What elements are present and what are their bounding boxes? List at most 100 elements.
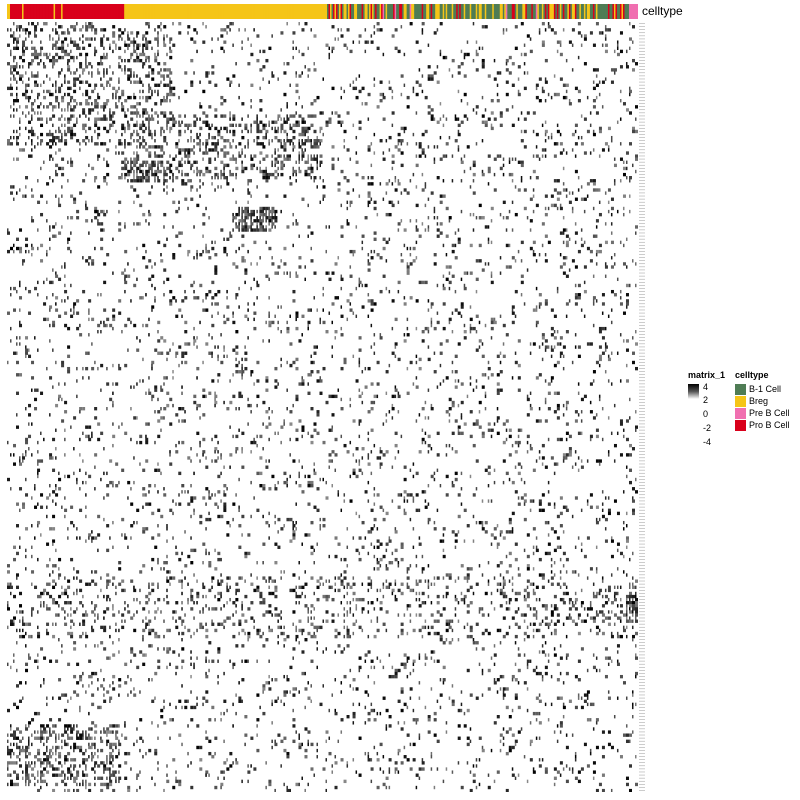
heatmap-cell	[562, 505, 566, 509]
heatmap-cell	[481, 120, 485, 124]
heatmap-cell	[625, 265, 628, 269]
annotation-cell	[203, 4, 206, 19]
heatmap-cell	[19, 132, 21, 137]
heatmap-cell	[112, 120, 116, 124]
heatmap-cell	[442, 55, 446, 60]
heatmap-cell	[85, 65, 89, 69]
heatmap-cell	[391, 465, 394, 469]
heatmap-cell	[304, 172, 308, 177]
heatmap-cell	[28, 62, 32, 66]
annotation-cell	[561, 4, 564, 19]
heatmap-cell	[379, 182, 382, 186]
heatmap-cell	[514, 351, 517, 355]
heatmap-cell	[136, 123, 138, 128]
annotation-cell	[254, 4, 257, 19]
heatmap-cell	[322, 366, 326, 371]
annotation-cell	[41, 4, 44, 19]
annotation-cell	[35, 4, 38, 19]
annotation-cell	[85, 4, 88, 19]
heatmap-cell	[136, 416, 138, 420]
heatmap-cell	[172, 376, 174, 380]
heatmap-cell	[133, 520, 135, 525]
heatmap-cell	[538, 373, 542, 377]
heatmap-cell	[145, 31, 149, 35]
annotation-cell	[465, 4, 468, 19]
heatmap-cell	[517, 471, 521, 476]
heatmap-cell	[337, 114, 341, 118]
heatmap-cell	[448, 280, 452, 285]
heatmap-cell	[178, 114, 182, 118]
heatmap-cell	[397, 49, 401, 54]
heatmap-cell	[481, 95, 484, 100]
heatmap-cell	[310, 259, 314, 263]
heatmap-cell	[175, 120, 177, 124]
heatmap-cell	[142, 256, 146, 260]
heatmap-cell	[601, 490, 604, 494]
heatmap-cell	[193, 508, 195, 513]
annotation-cell	[310, 4, 313, 19]
heatmap-cell	[154, 176, 156, 180]
heatmap-cell	[55, 172, 59, 177]
heatmap-cell	[433, 145, 436, 149]
annotation-cell	[601, 4, 604, 19]
heatmap-cell	[115, 102, 117, 106]
heatmap-cell	[460, 416, 463, 420]
heatmap-cell	[484, 407, 487, 411]
heatmap-cell	[61, 95, 65, 100]
heatmap-cell	[19, 342, 21, 346]
heatmap-cell	[37, 95, 39, 100]
heatmap-cell	[145, 58, 147, 63]
heatmap-cell	[118, 80, 120, 84]
heatmap-cell	[100, 237, 104, 241]
heatmap-cell	[133, 416, 137, 420]
heatmap-cell	[250, 514, 252, 519]
annotation-cell	[125, 4, 128, 19]
heatmap-cell	[487, 465, 491, 469]
heatmap-cell	[478, 400, 482, 405]
heatmap-cell	[589, 437, 592, 442]
heatmap-cell	[190, 496, 194, 500]
heatmap-cell	[103, 105, 107, 109]
heatmap-cell	[100, 105, 104, 109]
annotation-cell	[361, 4, 364, 19]
heatmap-cell	[58, 197, 60, 201]
heatmap-cell	[355, 172, 359, 177]
heatmap-cell	[391, 416, 394, 420]
heatmap-cell	[34, 80, 38, 84]
heatmap-cell	[250, 286, 252, 291]
heatmap-cell	[61, 114, 63, 118]
heatmap-cell	[217, 474, 221, 479]
heatmap-cell	[217, 172, 219, 177]
heatmap-cell	[88, 317, 90, 322]
heatmap-cell	[529, 37, 532, 41]
annotation-cell	[406, 4, 409, 19]
heatmap-cell	[313, 351, 317, 355]
heatmap-cell	[46, 505, 48, 509]
heatmap-cell	[454, 256, 458, 260]
heatmap-cell	[442, 123, 445, 128]
heatmap-cell	[436, 80, 440, 84]
annotation-cell	[139, 4, 142, 19]
heatmap-cell	[562, 228, 566, 232]
heatmap-cell	[601, 351, 605, 355]
heatmap-cell	[121, 126, 125, 131]
heatmap-cell	[121, 68, 123, 72]
heatmap-cell	[190, 58, 194, 63]
heatmap-cell	[433, 370, 437, 374]
heatmap-cell	[16, 360, 20, 365]
heatmap-cell	[148, 172, 150, 177]
heatmap-cell	[526, 71, 529, 75]
heatmap-cell	[532, 194, 535, 198]
heatmap-cell	[184, 89, 188, 94]
heatmap-cell	[205, 206, 207, 211]
heatmap-cell	[139, 169, 143, 174]
heatmap-cell	[598, 394, 601, 399]
heatmap-cell	[163, 62, 167, 66]
heatmap-cell	[121, 132, 123, 137]
heatmap-cell	[433, 527, 437, 531]
annotation-cell	[597, 4, 600, 19]
heatmap-cell	[124, 363, 128, 368]
heatmap-cell	[43, 89, 45, 94]
annotation-cell	[145, 4, 148, 19]
heatmap-cell	[67, 52, 71, 57]
